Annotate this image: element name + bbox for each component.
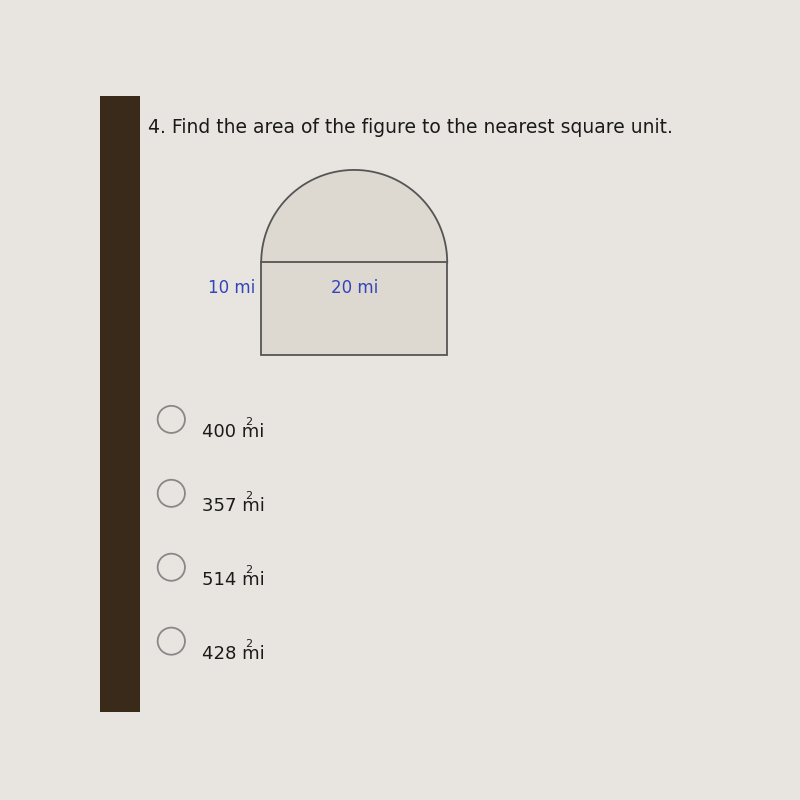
Text: 20 mi: 20 mi — [330, 279, 378, 297]
Text: 2: 2 — [245, 639, 252, 649]
Circle shape — [158, 554, 185, 581]
Text: 2: 2 — [245, 418, 252, 427]
Text: 2: 2 — [245, 566, 252, 575]
Text: 357 mi: 357 mi — [202, 497, 265, 515]
Circle shape — [158, 406, 185, 433]
Circle shape — [158, 628, 185, 654]
Text: 514 mi: 514 mi — [202, 571, 265, 589]
Bar — [262, 262, 447, 354]
Text: 428 mi: 428 mi — [202, 645, 265, 662]
Text: 4. Find the area of the figure to the nearest square unit.: 4. Find the area of the figure to the ne… — [147, 118, 673, 137]
Text: 2: 2 — [245, 491, 252, 502]
Circle shape — [158, 480, 185, 507]
Text: 10 mi: 10 mi — [208, 279, 255, 297]
Bar — [100, 96, 140, 712]
Text: 400 mi: 400 mi — [202, 423, 265, 441]
